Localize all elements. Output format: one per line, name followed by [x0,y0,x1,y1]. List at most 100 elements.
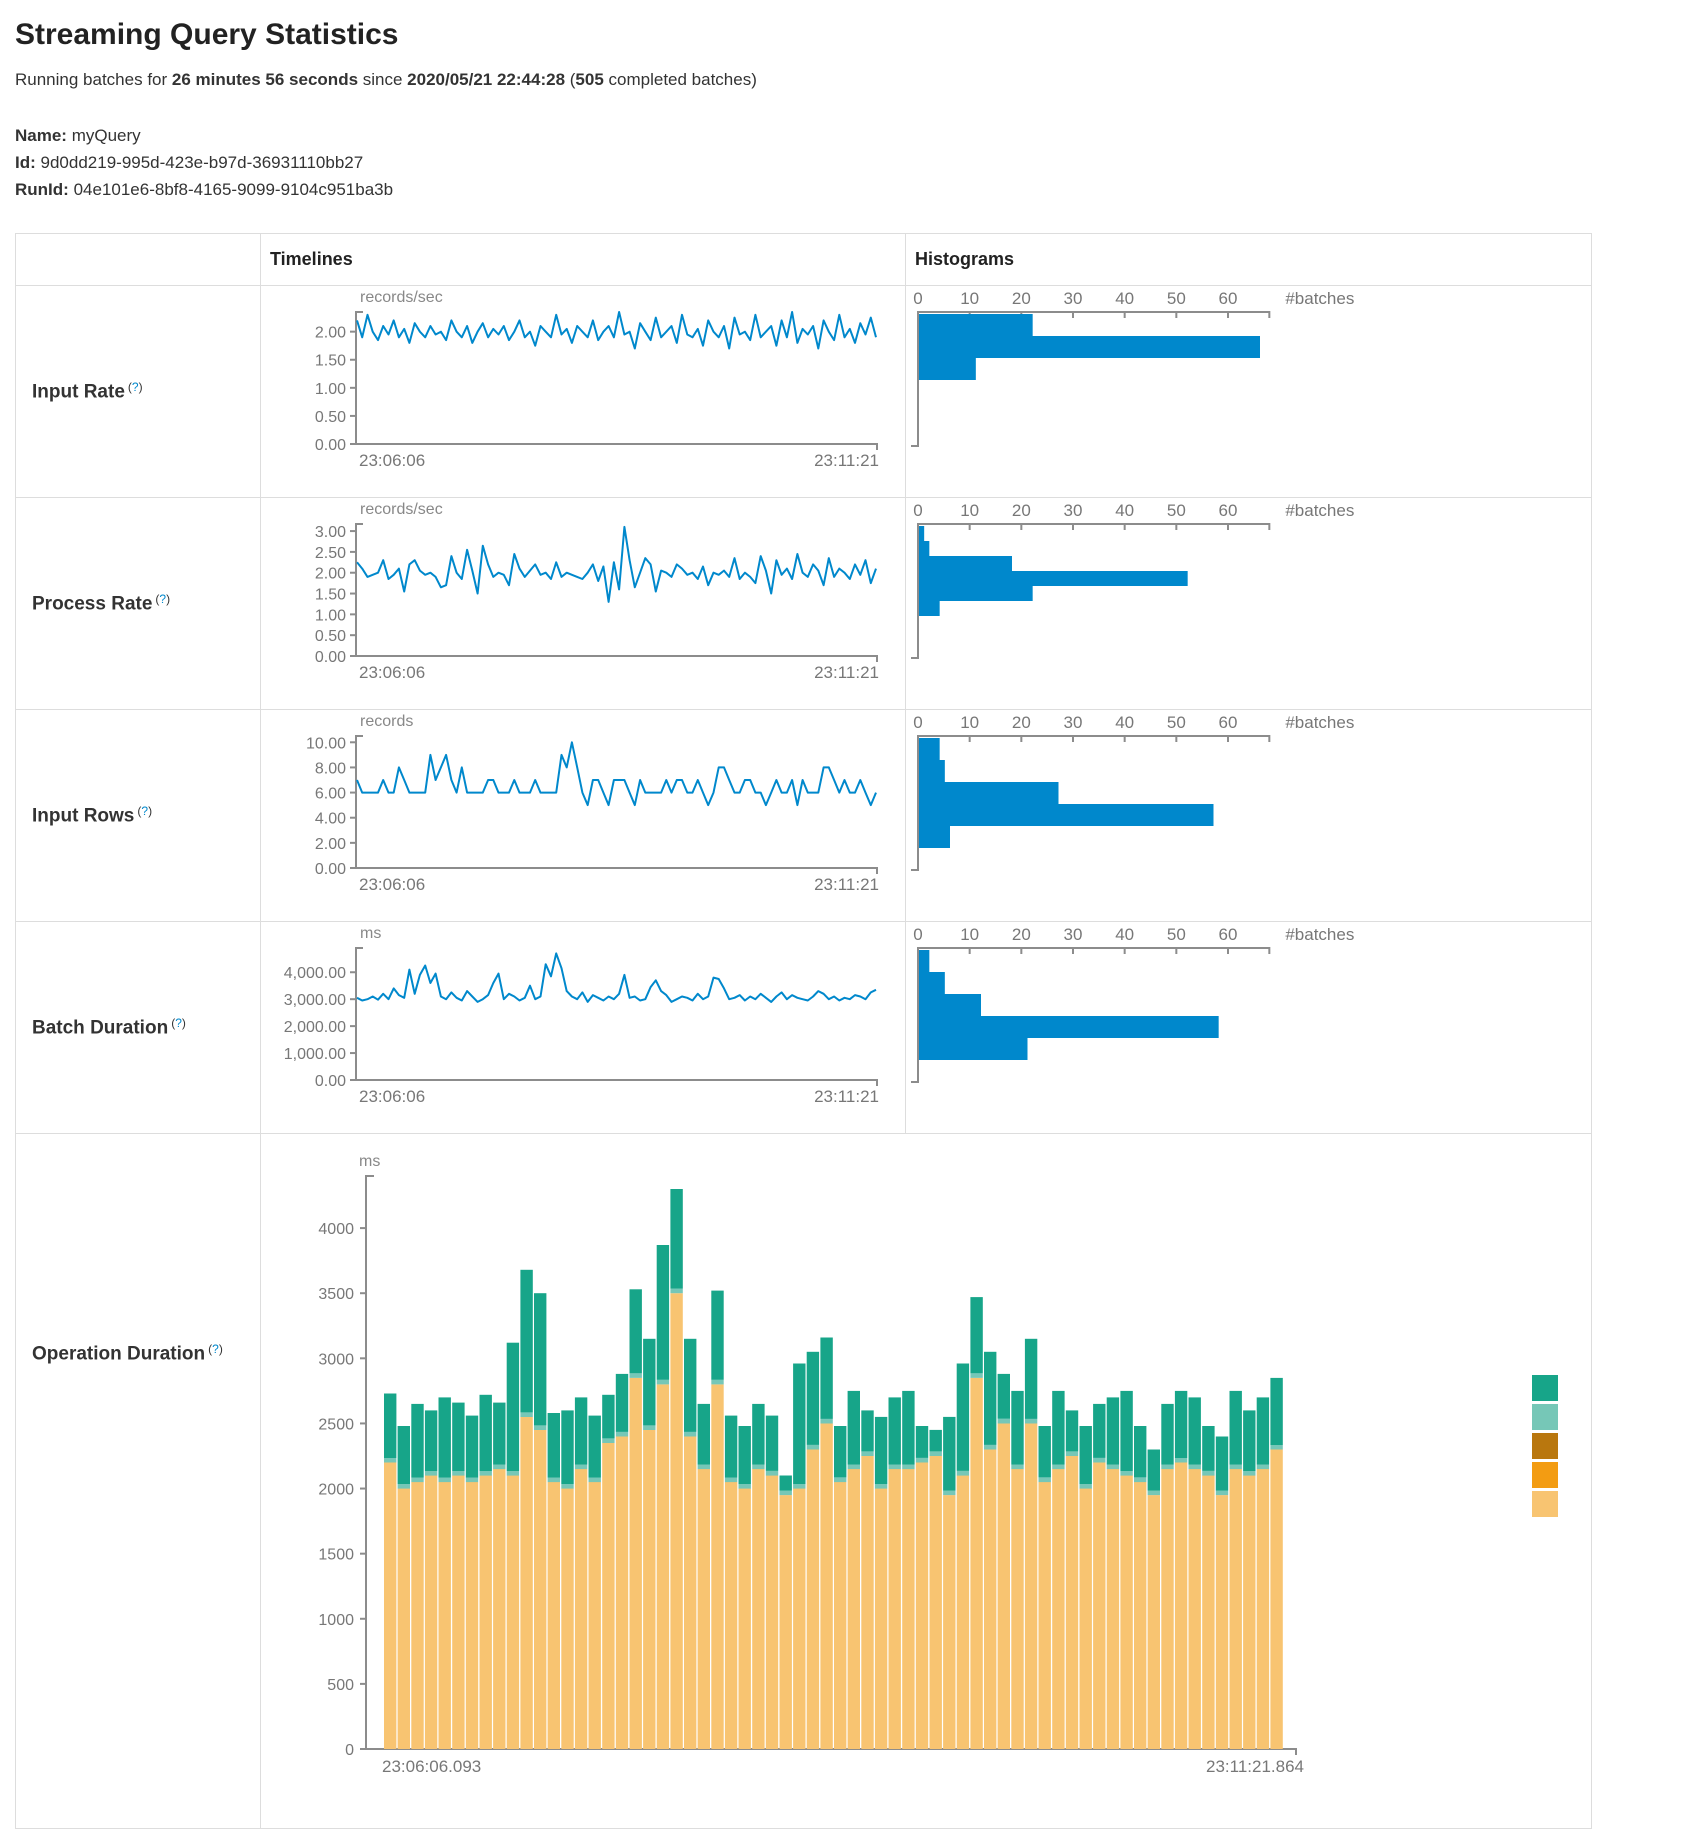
svg-text:40: 40 [1115,289,1134,308]
operation-duration-stacked-chart: ms 0 500 1000 1500 2000 2500 3000 3500 4000 23:06:… [261,1146,1591,1806]
svg-text:30: 30 [1064,713,1083,732]
svg-text:1.00: 1.00 [315,607,346,624]
svg-text:3000: 3000 [318,1351,354,1368]
help-paren: ) [148,803,153,818]
header-histograms: Histograms [915,249,1015,269]
row-label-process-rate: Process Rate (?) [16,498,261,709]
svg-text:60: 60 [1219,289,1238,308]
svg-text:20: 20 [1012,501,1031,520]
svg-text:3,000.00: 3,000.00 [284,992,346,1009]
input-rate-timeline-chart: records/sec 0.00 0.50 1.00 1.50 2.00 23:06:06 2… [261,286,905,476]
help-paren: ( [208,1342,213,1356]
svg-text:23:11:21: 23:11:21 [814,663,879,682]
query-name-value: myQuery [71,126,141,145]
svg-text:50: 50 [1167,289,1186,308]
svg-text:1000: 1000 [318,1612,354,1629]
help-tooltip-link[interactable]: ? [141,803,149,818]
svg-text:40: 40 [1115,713,1134,732]
svg-text:50: 50 [1167,501,1186,520]
svg-text:10: 10 [960,713,979,732]
process-rate-timeline-chart: records/sec 0.00 0.50 1.00 1.50 2.00 2.50 3.00 2… [261,498,905,688]
svg-text:10: 10 [960,925,979,944]
query-info: Name: myQuery Id: 9d0dd219-995d-423e-b97… [15,122,1693,203]
svg-text:23:06:06: 23:06:06 [359,875,425,894]
summary-mid: since [358,70,408,89]
svg-text:6.00: 6.00 [315,786,346,803]
svg-text:1.50: 1.50 [315,353,346,370]
legend [1532,1375,1558,1517]
summary-batch-count: 505 [575,70,604,89]
svg-text:23:06:06: 23:06:06 [359,1087,425,1106]
legend-swatch [1532,1433,1558,1459]
svg-text:#batches: #batches [1285,501,1354,520]
help-tooltip-link[interactable]: ? [159,591,167,606]
svg-text:40: 40 [1115,925,1134,944]
svg-text:4,000.00: 4,000.00 [284,965,346,982]
svg-text:50: 50 [1167,713,1186,732]
svg-text:1.00: 1.00 [315,381,346,398]
help-paren: ) [166,591,171,606]
svg-text:0: 0 [345,1742,354,1759]
query-name-label: Name: [15,126,67,145]
running-summary: Running batches for 26 minutes 56 second… [15,70,1693,90]
svg-text:8.00: 8.00 [315,760,346,777]
svg-text:60: 60 [1219,501,1238,520]
page-title: Streaming Query Statistics [15,18,399,51]
query-id-line: Id: 9d0dd219-995d-423e-b97d-36931110bb27 [15,149,1693,176]
input-rows-histogram-chart: 0 10 20 30 40 50 60 #batches [906,710,1589,900]
help-paren: ( [171,1015,176,1030]
metric-label: Operation Duration [32,1343,206,1365]
input-rows-timeline-chart: records 0.00 2.00 4.00 6.00 8.00 10.00 23:06:06… [261,710,905,900]
svg-text:20: 20 [1012,713,1031,732]
query-runid-label: RunId: [15,180,69,199]
svg-text:0: 0 [913,925,922,944]
svg-text:60: 60 [1219,713,1238,732]
svg-text:23:11:21: 23:11:21 [814,1087,879,1106]
svg-text:0: 0 [913,501,922,520]
summary-prefix: Running batches for [15,70,172,89]
svg-text:0.00: 0.00 [315,1073,346,1090]
summary-paren: ( [565,70,576,89]
legend-swatch [1532,1375,1558,1401]
summary-suffix: completed batches) [603,70,757,89]
query-id-value: 9d0dd219-995d-423e-b97d-36931110bb27 [40,153,364,172]
operation-duration-cell: ms 0 500 1000 1500 2000 2500 3000 3500 4000 23:06:… [261,1134,1591,1828]
svg-text:10: 10 [960,289,979,308]
svg-text:0.00: 0.00 [315,861,346,878]
svg-text:0.00: 0.00 [315,649,346,666]
table-row: Operation Duration (?) ms 0 500 1000 1500 2000… [16,1133,1591,1828]
svg-text:ms: ms [359,1153,380,1170]
svg-text:23:11:21.864: 23:11:21.864 [1206,1757,1304,1776]
help-tooltip-link[interactable]: ? [175,1015,182,1030]
svg-text:records: records [360,713,413,730]
process-rate-histogram-chart: 0 10 20 30 40 50 60 #batches [906,498,1589,688]
svg-text:0.50: 0.50 [315,628,346,645]
summary-start-time: 2020/05/21 22:44:28 [407,70,566,89]
table-row: Batch Duration (?) ms 0.00 1,000.00 2,000.00… [16,921,1591,1133]
query-runid-value: 04e101e6-8bf8-4165-9099-9104c951ba3b [73,180,394,199]
row-label-batch-duration: Batch Duration (?) [16,922,261,1133]
query-name-line: Name: myQuery [15,122,1693,149]
row-label-input-rows: Input Rows (?) [16,710,261,921]
svg-text:60: 60 [1219,925,1238,944]
query-runid-line: RunId: 04e101e6-8bf8-4165-9099-9104c951b… [15,176,1693,203]
svg-text:#batches: #batches [1285,925,1354,944]
svg-text:0.00: 0.00 [315,437,346,454]
metric-label: Process Rate [32,593,153,615]
svg-text:50: 50 [1167,925,1186,944]
help-paren: ) [138,379,143,394]
svg-text:2.00: 2.00 [315,566,346,583]
svg-text:2000: 2000 [318,1482,354,1499]
legend-swatch [1532,1491,1558,1517]
metric-label: Input Rate [32,381,125,403]
svg-text:4.00: 4.00 [315,811,346,828]
svg-text:23:11:21: 23:11:21 [814,451,879,470]
legend-swatch [1532,1462,1558,1488]
svg-text:2.00: 2.00 [315,325,346,342]
help-tooltip-link[interactable]: ? [131,379,139,394]
help-tooltip-link[interactable]: ? [212,1342,219,1356]
svg-text:0: 0 [913,713,922,732]
svg-text:ms: ms [360,925,381,942]
svg-text:2.00: 2.00 [315,836,346,853]
svg-text:2.50: 2.50 [315,545,346,562]
